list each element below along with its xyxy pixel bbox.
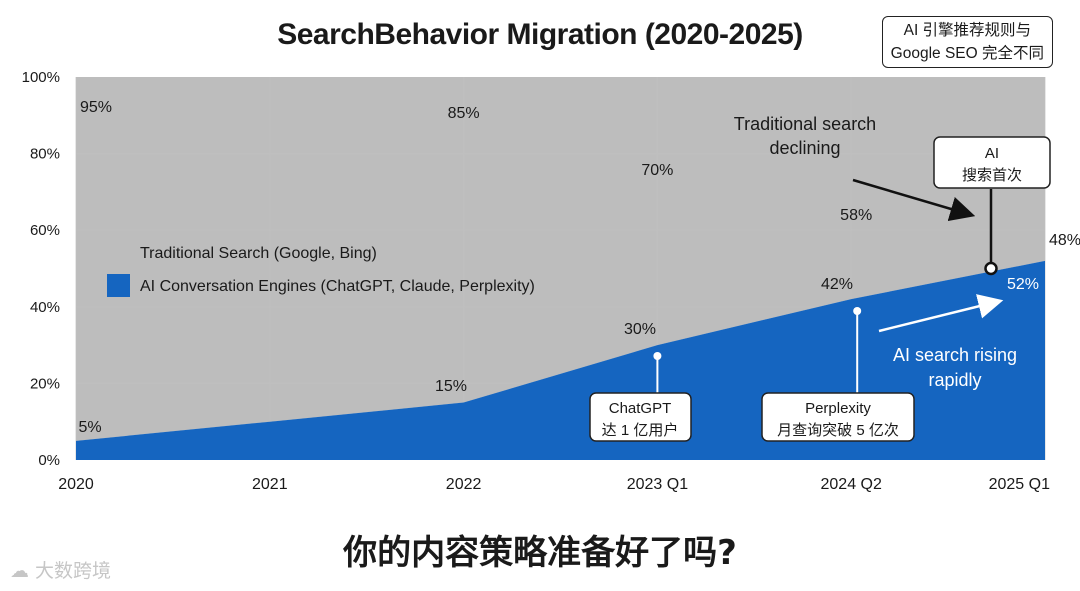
- watermark-logo-icon: ☁: [10, 560, 29, 582]
- perplexity-callout-line-2: 月查询突破 5 亿次: [777, 422, 899, 439]
- x-tick-label: 2022: [446, 476, 482, 493]
- watermark: ☁ 大数跨境: [10, 556, 111, 583]
- perplexity-callout-line-1: Perplexity: [805, 400, 871, 417]
- chart-title: SearchBehavior Migration (2020-2025): [277, 18, 803, 51]
- y-tick-label: 0%: [38, 452, 60, 469]
- crossover-callout-line-1: AI: [985, 145, 999, 162]
- y-tick-label: 80%: [30, 146, 60, 163]
- y-tick-label: 40%: [30, 299, 60, 316]
- chatgpt-callout-line-2: 达 1 亿用户: [602, 422, 679, 439]
- chatgpt-point: [653, 352, 662, 360]
- y-tick-label: 20%: [30, 375, 60, 392]
- traditional-data-label: 48%: [1049, 232, 1080, 249]
- traditional-declining-arrow: [852, 178, 976, 222]
- crossover-point: [984, 261, 998, 276]
- crossover-callout-box: [933, 136, 1051, 189]
- question-text: 你的内容策略准备好了吗?: [343, 533, 737, 573]
- note-box: AI 引擎推荐规则与 Google SEO 完全不同: [881, 16, 1053, 68]
- watermark-text: 大数跨境: [35, 560, 112, 582]
- crossover-callout-line-2: 搜索首次: [962, 167, 1022, 184]
- ai-data-label: 15%: [435, 378, 467, 395]
- ai-data-label: 42%: [821, 276, 853, 293]
- traditional-data-label: 70%: [641, 162, 673, 179]
- legend-traditional-swatch: [107, 241, 130, 264]
- perplexity-callout-box: [761, 392, 915, 442]
- note-line-2: Google SEO 完全不同: [890, 45, 1044, 62]
- x-tick-label: 2025 Q1: [989, 476, 1050, 493]
- ai-rising-label: AI search rising rapidly: [893, 345, 1017, 390]
- traditional-data-label: 85%: [448, 105, 480, 122]
- y-tick-label: 100%: [22, 69, 60, 86]
- ai-data-label: 5%: [78, 419, 101, 436]
- x-tick-label: 2021: [252, 476, 288, 493]
- chatgpt-callout-box: [589, 392, 692, 442]
- ai-data-label: 52%: [1007, 276, 1039, 293]
- chatgpt-callout-line-1: ChatGPT: [609, 400, 672, 417]
- perplexity-point: [853, 307, 862, 315]
- traditional-data-label: 95%: [80, 99, 112, 116]
- traditional-data-label: 58%: [840, 207, 872, 224]
- x-tick-label: 2024 Q2: [821, 476, 882, 493]
- x-tick-label: 2023 Q1: [627, 476, 688, 493]
- traditional-declining-label: Traditional search declining: [734, 114, 876, 158]
- legend-traditional-label: Traditional Search (Google, Bing): [140, 245, 377, 262]
- ai-rising-arrow: [878, 294, 1004, 333]
- legend-ai-label: AI Conversation Engines (ChatGPT, Claude…: [140, 278, 535, 295]
- legend-ai-swatch: [107, 274, 130, 297]
- x-tick-label: 2020: [58, 476, 94, 493]
- note-line-1: AI 引擎推荐规则与: [903, 22, 1032, 39]
- traditional-search-area-overlay: [76, 77, 1045, 441]
- ai-data-label: 30%: [624, 321, 656, 338]
- y-tick-label: 60%: [30, 222, 60, 239]
